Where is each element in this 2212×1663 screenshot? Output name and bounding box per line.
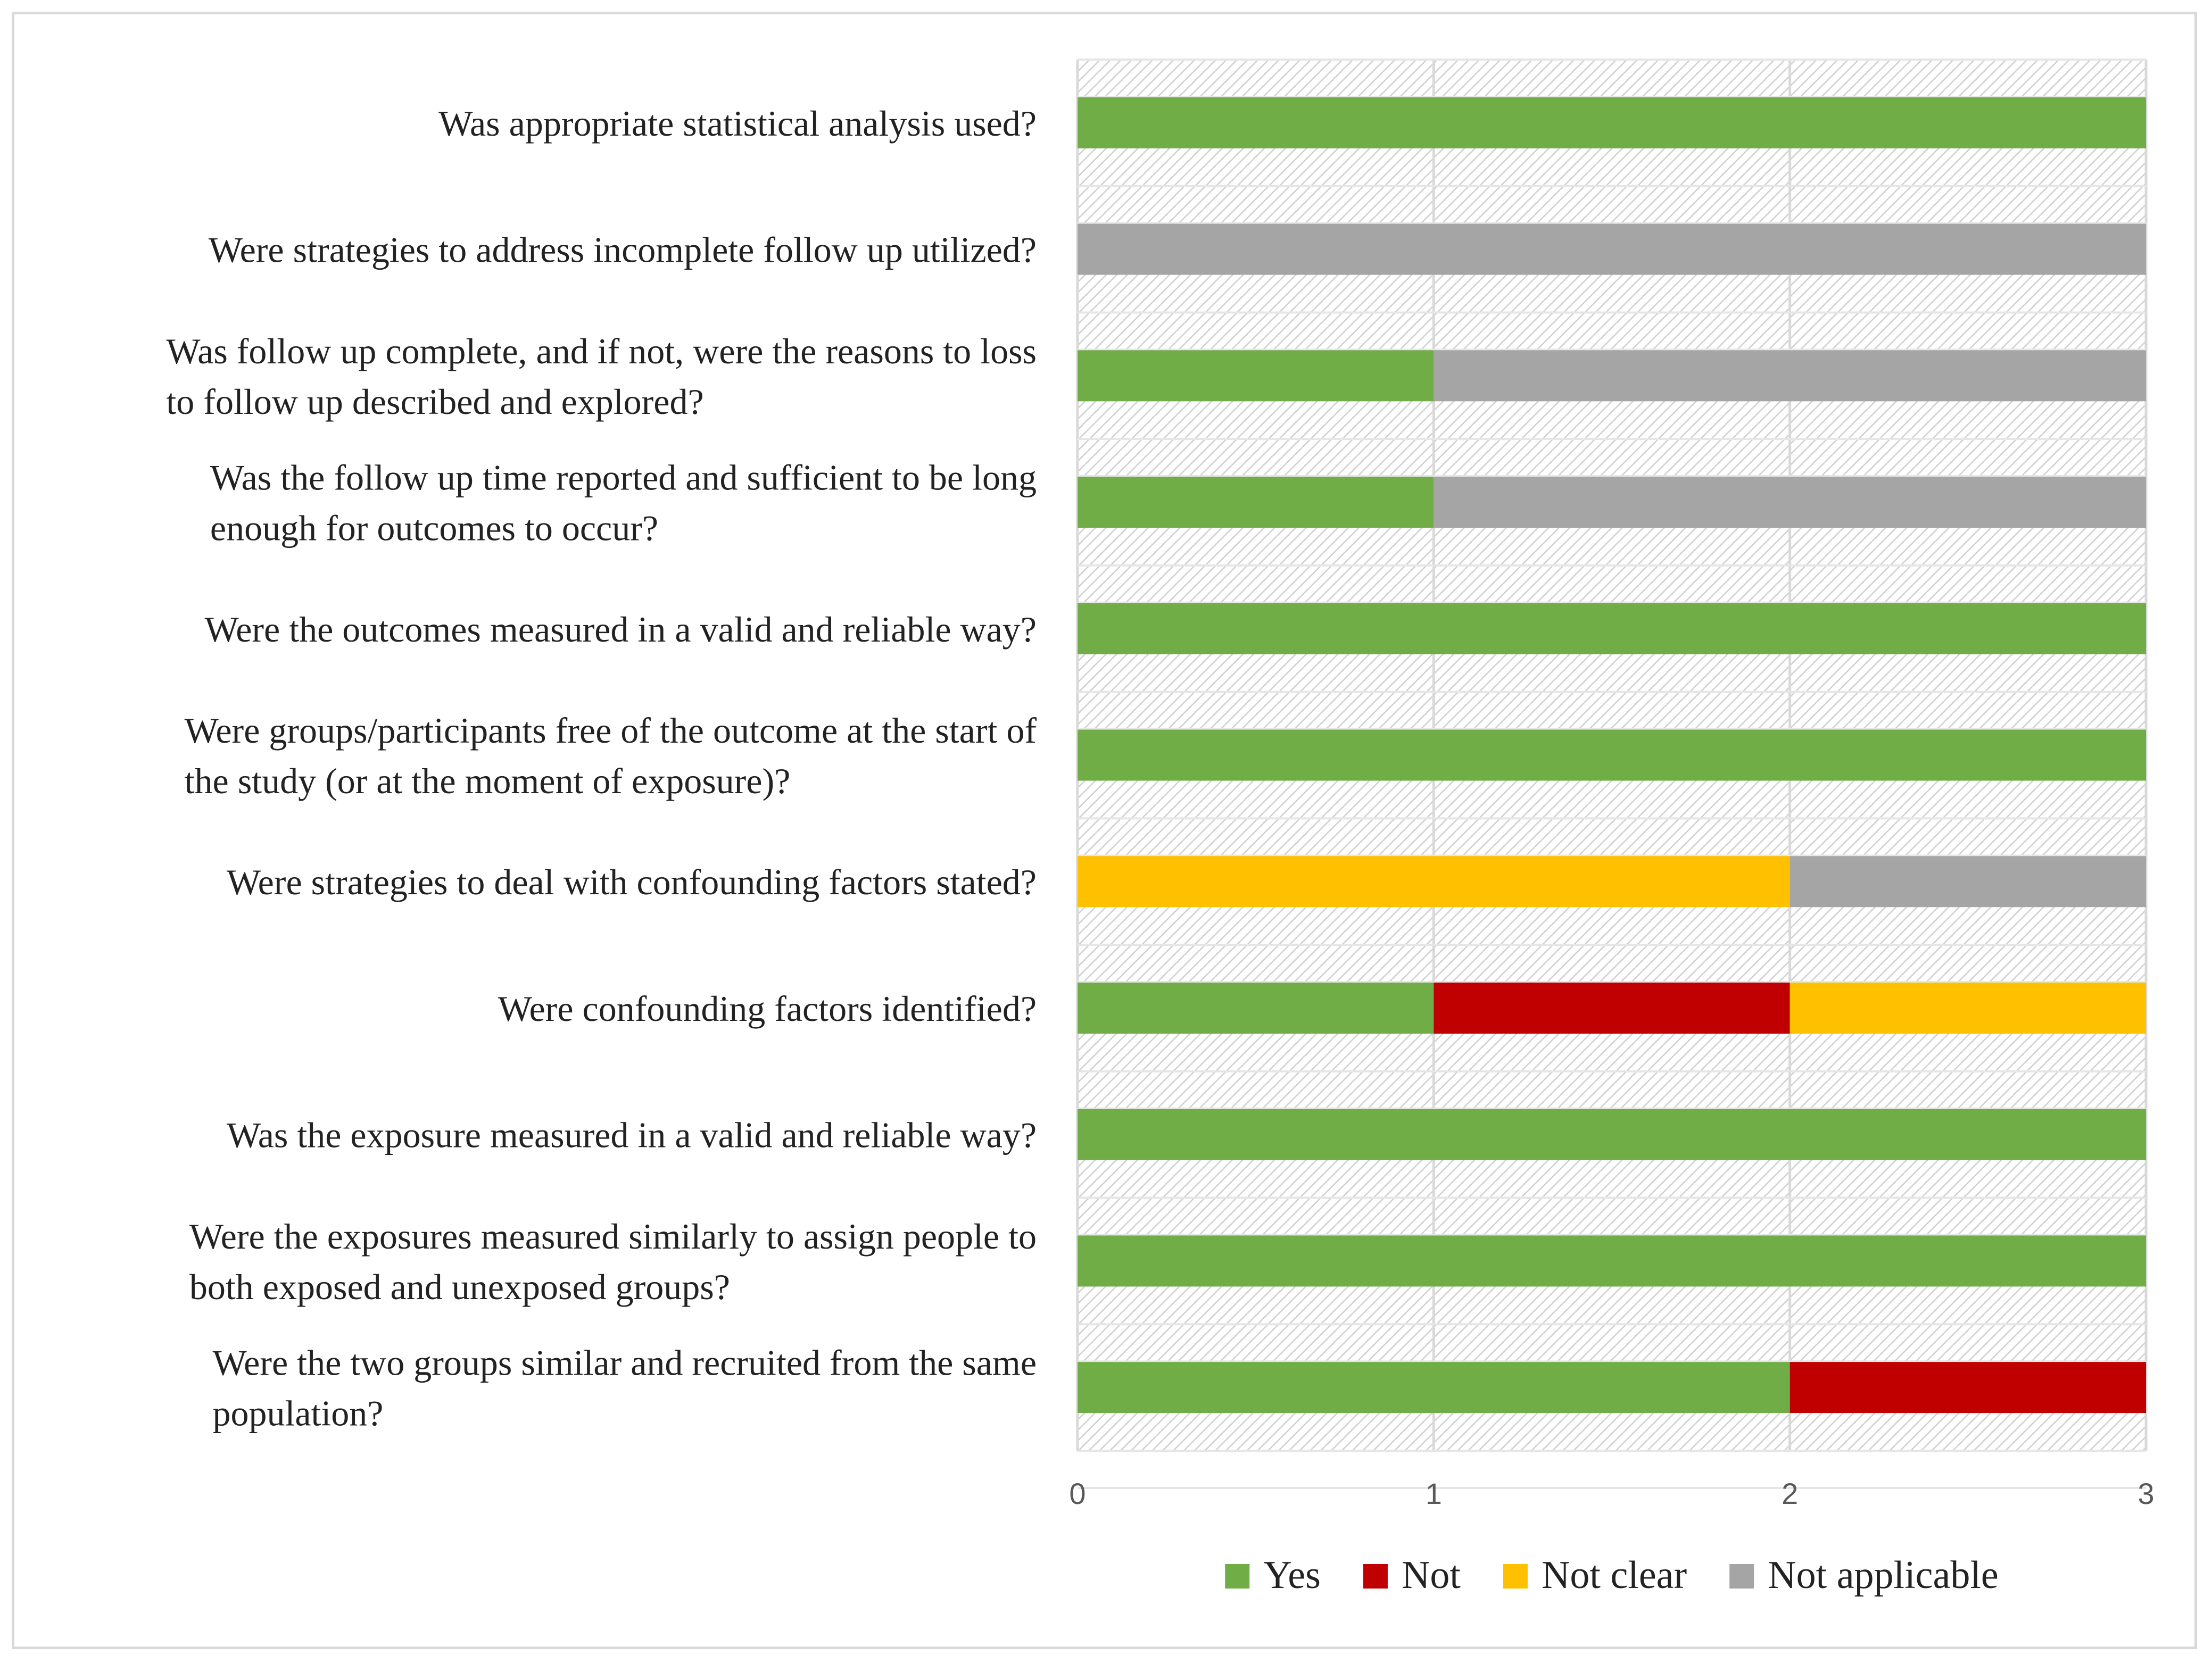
question-label-line: Were strategies to deal with confounding…: [227, 862, 1037, 902]
legend-item-not: Not: [1363, 1553, 1461, 1597]
bar-segment-not-applicable-row-2: [1078, 223, 2146, 275]
question-label-line: both exposed and unexposed groups?: [189, 1267, 730, 1307]
question-label-line: Were the exposures measured similarly to…: [189, 1216, 1037, 1257]
question-label-line: to follow up described and explored?: [166, 381, 703, 422]
bar-segment-not-applicable-row-3: [1434, 350, 2146, 402]
legend: Yes Not Not clear Not applicable: [1225, 1553, 1999, 1597]
legend-label-not: Not: [1402, 1553, 1461, 1597]
gridlines: [1076, 59, 2148, 1489]
question-label-line: Was the exposure measured in a valid and…: [227, 1115, 1037, 1155]
bar-segment-yes-row-8: [1078, 982, 1434, 1034]
x-tick-label-0: 0: [1069, 1477, 1086, 1510]
question-label-2: Were strategies to address incomplete fo…: [209, 230, 1037, 270]
bar-segment-yes-row-11: [1078, 1362, 1790, 1413]
question-label-9: Was the exposure measured in a valid and…: [227, 1115, 1037, 1155]
question-label-3: Was follow up complete, and if not, were…: [166, 331, 1037, 422]
legend-label-yes: Yes: [1263, 1553, 1321, 1597]
bar-segment-not-clear-row-8: [1790, 982, 2146, 1034]
bars: [1078, 97, 2146, 1413]
question-label-line: Were the outcomes measured in a valid an…: [204, 609, 1037, 650]
legend-item-yes: Yes: [1225, 1553, 1321, 1597]
question-label-line: Was appropriate statistical analysis use…: [438, 103, 1037, 144]
question-label-5: Were the outcomes measured in a valid an…: [204, 609, 1037, 650]
question-label-line: enough for outcomes to occur?: [210, 508, 658, 548]
bar-segment-not-applicable-row-4: [1434, 477, 2146, 528]
bar-segment-not-row-8: [1434, 982, 1790, 1034]
question-label-7: Were strategies to deal with confounding…: [227, 862, 1037, 902]
question-label-4: Was the follow up time reported and suff…: [210, 458, 1037, 548]
bar-segment-not-clear-row-7: [1078, 856, 1790, 908]
x-axis-ticks: 0 1 2 3: [1069, 1477, 2154, 1510]
bar-segment-yes-row-1: [1078, 97, 2146, 148]
question-label-line: Were groups/participants free of the out…: [185, 710, 1037, 751]
legend-swatch-not-applicable: [1729, 1564, 1754, 1589]
question-label-line: the study (or at the moment of exposure)…: [185, 761, 791, 801]
question-label-line: population?: [212, 1393, 383, 1434]
question-label-10: Were the exposures measured similarly to…: [189, 1216, 1037, 1307]
question-labels: Was appropriate statistical analysis use…: [166, 103, 1037, 1434]
legend-label-not-applicable: Not applicable: [1768, 1553, 1999, 1597]
bar-segment-not-row-11: [1790, 1362, 2146, 1413]
x-tick-label-3: 3: [2138, 1477, 2154, 1510]
legend-swatch-not-clear: [1503, 1564, 1528, 1589]
bar-segment-not-applicable-row-7: [1790, 856, 2146, 908]
bar-segment-yes-row-3: [1078, 350, 1434, 402]
question-label-line: Were confounding factors identified?: [498, 988, 1037, 1029]
bar-segment-yes-row-5: [1078, 603, 2146, 654]
x-tick-label-2: 2: [1782, 1477, 1798, 1510]
x-tick-label-1: 1: [1426, 1477, 1442, 1510]
legend-item-not-clear: Not clear: [1503, 1553, 1687, 1597]
question-label-line: Were the two groups similar and recruite…: [212, 1343, 1037, 1383]
question-label-line: Was the follow up time reported and suff…: [210, 458, 1037, 498]
legend-label-not-clear: Not clear: [1542, 1553, 1687, 1597]
legend-item-not-applicable: Not applicable: [1729, 1553, 1999, 1597]
legend-swatch-yes: [1225, 1564, 1250, 1589]
question-label-line: Were strategies to address incomplete fo…: [209, 230, 1037, 270]
legend-swatch-not: [1363, 1564, 1388, 1589]
bar-segment-yes-row-9: [1078, 1109, 2146, 1160]
question-label-11: Were the two groups similar and recruite…: [212, 1343, 1037, 1434]
question-label-1: Was appropriate statistical analysis use…: [438, 103, 1037, 144]
bar-segment-yes-row-6: [1078, 729, 2146, 781]
question-label-line: Was follow up complete, and if not, were…: [166, 331, 1037, 371]
bar-segment-yes-row-10: [1078, 1235, 2146, 1287]
question-label-6: Were groups/participants free of the out…: [185, 710, 1037, 801]
question-label-8: Were confounding factors identified?: [498, 988, 1037, 1029]
bar-segment-yes-row-4: [1078, 477, 1434, 528]
